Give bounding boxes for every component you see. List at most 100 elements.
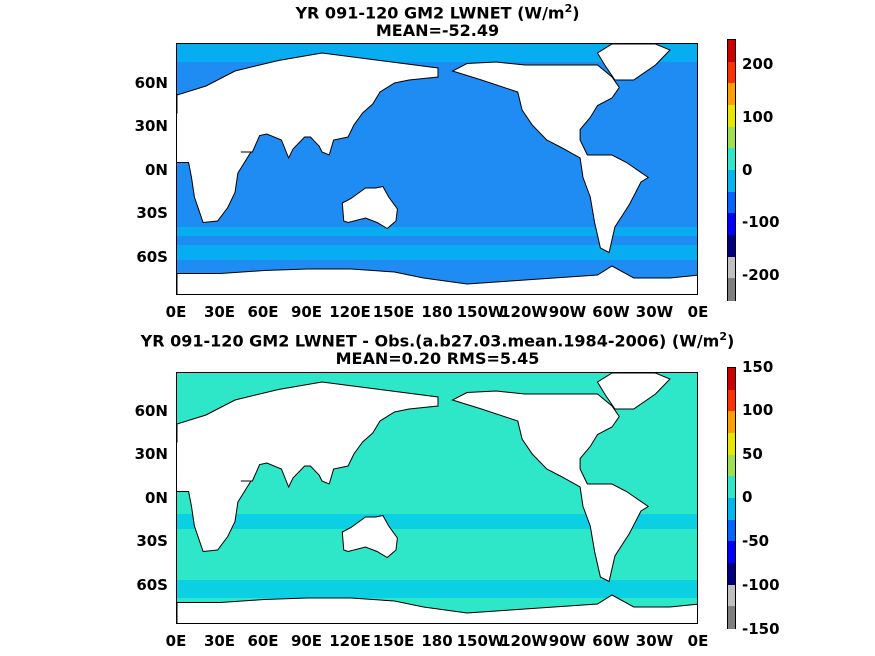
bottom-lon-label: 0E [687, 632, 709, 650]
bottom-lon-label: 60E [247, 632, 279, 650]
top-ocean-band [177, 245, 697, 260]
top-eurasia-africa-land [177, 52, 439, 224]
bottom-lon-label: 60W [592, 632, 630, 650]
bottom-lat-label: 60S [136, 576, 168, 594]
top-colorbar-segment [728, 278, 735, 302]
top-lat-label: 60S [136, 248, 168, 266]
top-ocean-band [177, 227, 697, 236]
top-colorbar-segment [728, 191, 735, 215]
top-lat-label: 0N [145, 161, 168, 179]
top-colorbar-segment [728, 213, 735, 237]
top-colorbar-label: 100 [742, 108, 774, 126]
top-colorbar-segment [728, 61, 735, 85]
top-colorbar-label: -200 [742, 266, 780, 284]
bottom-colorbar-segment [728, 498, 735, 521]
top-title-superscript: 2 [564, 2, 573, 15]
bottom-colorbar-segment [728, 368, 735, 391]
bottom-colorbar-label: 150 [742, 358, 774, 376]
top-colorbar-segment [728, 126, 735, 150]
bottom-antarctica-land [177, 594, 697, 623]
top-title-close: ) [572, 3, 580, 23]
bottom-ocean-band [177, 580, 697, 598]
top-lat-label: 30N [134, 117, 168, 135]
bottom-colorbar [727, 367, 736, 630]
top-australia-land [341, 185, 398, 230]
top-lon-label: 150E [372, 303, 415, 321]
bottom-lon-label: 90W [548, 632, 587, 650]
bottom-colorbar-segment [728, 433, 735, 456]
bottom-americas-land [451, 390, 650, 583]
bottom-colorbar-label: -150 [742, 620, 780, 638]
bottom-colorbar-segment [728, 519, 735, 543]
bottom-greenland-land [596, 373, 671, 410]
bottom-lon-label: 120W [500, 632, 548, 650]
bottom-colorbar-label: -50 [742, 532, 770, 550]
bottom-ocean-band [177, 514, 697, 529]
top-lon-label: 90W [548, 303, 587, 321]
top-lon-label: 30E [203, 303, 236, 321]
top-lon-label: 0E [165, 303, 187, 321]
bottom-title-text: YR 091-120 GM2 LWNET - Obs.(a.b27.03.mea… [140, 331, 720, 351]
bottom-colorbar-label: -100 [742, 576, 780, 594]
top-lon-label: 90E [290, 303, 323, 321]
top-lon-label: 120W [500, 303, 548, 321]
top-colorbar-segment [728, 40, 735, 63]
bottom-colorbar-segment [728, 584, 735, 608]
top-lon-label: 60E [247, 303, 279, 321]
top-map [176, 43, 698, 295]
bottom-colorbar-segment [728, 476, 735, 500]
top-americas-land [451, 61, 650, 254]
bottom-mean-rms-label: MEAN=0.20 RMS=5.45 [335, 349, 540, 368]
top-colorbar-label: 200 [742, 55, 774, 73]
bottom-colorbar-label: 100 [742, 401, 774, 419]
bottom-lon-label: 150E [372, 632, 415, 650]
top-lon-label: 60W [592, 303, 630, 321]
top-lat-label: 30S [136, 204, 168, 222]
bottom-colorbar-segment [728, 454, 735, 478]
bottom-lat-label: 0N [145, 489, 168, 507]
top-mean-label: MEAN=-52.49 [375, 21, 500, 40]
top-title: YR 091-120 GM2 LWNET (W/m2) [0, 0, 875, 22]
bottom-title-superscript: 2 [719, 330, 728, 343]
bottom-lat-label: 60N [134, 402, 168, 420]
bottom-lon-label: 30W [635, 632, 674, 650]
bottom-title: YR 091-120 GM2 LWNET - Obs.(a.b27.03.mea… [0, 328, 875, 350]
top-greenland-land [596, 44, 671, 81]
bottom-colorbar-segment [728, 541, 735, 565]
bottom-lon-label: 30E [203, 632, 236, 650]
bottom-lat-label: 30S [136, 532, 168, 550]
top-lon-label: 0E [687, 303, 709, 321]
bottom-colorbar-segment [728, 606, 735, 630]
bottom-lon-label: 0E [165, 632, 187, 650]
top-colorbar-segment [728, 83, 735, 107]
bottom-colorbar-label: 50 [742, 445, 763, 463]
bottom-australia-land [341, 514, 398, 559]
top-colorbar-segment [728, 105, 735, 128]
bottom-lon-label: 120E [329, 632, 371, 650]
bottom-colorbar-label: 0 [742, 488, 753, 506]
top-colorbar-label: -100 [742, 213, 780, 231]
bottom-lon-label: 150W [456, 632, 505, 650]
top-lon-label: 150W [456, 303, 505, 321]
bottom-eurasia-africa-land [177, 381, 439, 553]
top-colorbar-label: 0 [742, 161, 753, 179]
top-colorbar-segment [728, 170, 735, 193]
top-lat-label: 60N [134, 74, 168, 92]
top-title-text: YR 091-120 GM2 LWNET (W/m [295, 3, 565, 23]
top-antarctica-land [177, 265, 697, 294]
bottom-colorbar-segment [728, 411, 735, 435]
bottom-lon-label: 180 [421, 632, 453, 650]
bottom-lat-label: 30N [134, 445, 168, 463]
top-lon-label: 180 [421, 303, 453, 321]
bottom-title-close: ) [727, 331, 735, 351]
top-lon-label: 120E [329, 303, 371, 321]
top-colorbar-segment [728, 256, 735, 280]
top-colorbar-segment [728, 148, 735, 172]
bottom-map [176, 372, 698, 624]
bottom-colorbar-segment [728, 389, 735, 413]
bottom-map-svg [177, 373, 697, 623]
top-colorbar-segment [728, 235, 735, 258]
top-map-svg [177, 44, 697, 294]
top-lon-label: 30W [635, 303, 674, 321]
top-colorbar [727, 39, 736, 302]
